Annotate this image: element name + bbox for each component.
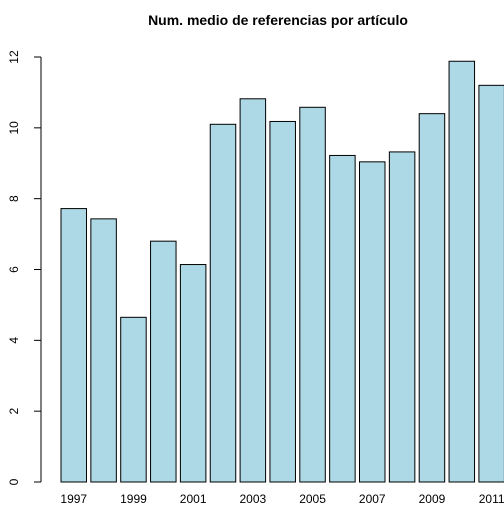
bar-1999 (120, 316, 147, 483)
bar-1997 (60, 208, 87, 483)
bar-2003 (239, 98, 267, 483)
bar-2004 (269, 120, 296, 483)
x-tick-label: 1997 (60, 492, 87, 506)
bar-2002 (209, 123, 237, 483)
bar-2008 (388, 151, 416, 483)
bar-2009 (418, 113, 446, 483)
bar-2005 (299, 106, 326, 483)
x-axis-labels: 1997 1999 2001 2003 2005 2007 2009 2011 (60, 492, 504, 506)
x-tick-label: 2011 (479, 492, 504, 506)
bar-2006 (329, 154, 356, 483)
y-tick-label: 10 (7, 121, 21, 135)
x-tick-label: 1999 (120, 492, 147, 506)
y-tick-label: 2 (7, 408, 21, 415)
x-tick-label: 2001 (180, 492, 207, 506)
x-tick-label: 2003 (239, 492, 266, 506)
bar-2001 (179, 264, 207, 483)
y-tick-label: 8 (7, 195, 21, 202)
bar-2011 (478, 84, 504, 483)
y-tick-label: 0 (7, 478, 21, 485)
y-tick-label: 4 (7, 337, 21, 344)
y-tick-label: 6 (7, 266, 21, 273)
x-tick-label: 2007 (359, 492, 386, 506)
bar-2010 (448, 60, 476, 483)
chart-title: Num. medio de referencias por artículo (148, 12, 408, 28)
bar-1998 (90, 218, 117, 483)
x-tick-label: 2009 (419, 492, 446, 506)
bars-group (60, 60, 504, 483)
bar-2000 (150, 240, 177, 483)
bar-2007 (359, 161, 386, 483)
x-tick-label: 2005 (299, 492, 326, 506)
y-axis: 0 2 4 6 8 10 12 (7, 50, 42, 485)
y-tick-label: 12 (7, 50, 21, 64)
